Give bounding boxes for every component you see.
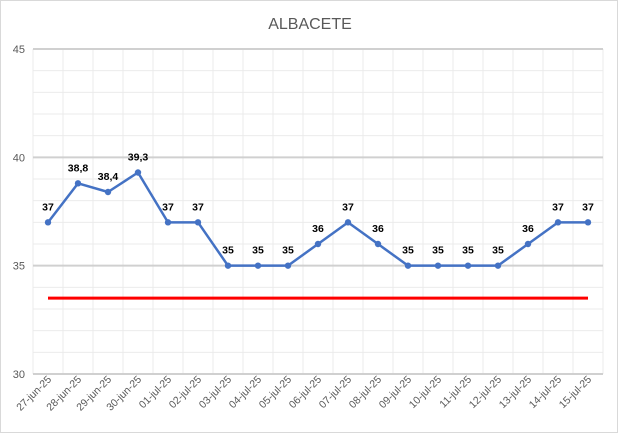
- series-temperature: [44, 169, 592, 269]
- y-tick-label: 45: [13, 44, 25, 56]
- data-labels: 37 38,8 38,4 39,3 37 37 35 35 35 36 37 36 35 35 35 35 36…: [42, 152, 594, 257]
- x-tick-label: 15-jul-25: [557, 374, 594, 411]
- data-point: [584, 219, 592, 226]
- data-label: 37: [192, 201, 204, 213]
- data-point: [554, 219, 562, 226]
- data-label: 37: [552, 201, 564, 213]
- data-point: [104, 188, 112, 196]
- data-label: 39,3: [128, 152, 149, 164]
- data-point: [434, 262, 442, 269]
- data-label: 35: [492, 245, 504, 257]
- data-label: 37: [42, 201, 54, 213]
- x-tick-label: 10-jul-25: [407, 374, 444, 411]
- data-label: 37: [582, 201, 594, 213]
- y-axis-ticks: 30 35 40 45: [13, 44, 25, 381]
- data-point: [284, 262, 292, 269]
- data-label: 35: [282, 245, 294, 257]
- series-line: [47, 171, 588, 267]
- data-label: 38,4: [98, 171, 119, 183]
- data-label: 37: [342, 201, 354, 213]
- x-axis-ticks: 27-jun-2528-jun-2529-jun-2530-jun-2501-j…: [14, 374, 594, 414]
- data-point: [494, 262, 502, 269]
- y-tick-label: 35: [13, 261, 25, 273]
- data-point: [254, 262, 262, 269]
- data-point: [374, 240, 382, 248]
- data-point: [194, 219, 202, 226]
- data-label: 35: [222, 245, 234, 257]
- data-point: [224, 262, 232, 269]
- data-point: [44, 219, 52, 226]
- grid: [32, 48, 604, 375]
- data-point: [344, 219, 352, 226]
- data-point: [134, 169, 142, 176]
- data-point: [524, 240, 532, 248]
- data-point: [164, 219, 172, 226]
- data-label: 35: [252, 245, 264, 257]
- data-label: 35: [462, 245, 474, 257]
- data-label: 36: [312, 223, 324, 235]
- y-tick-label: 30: [13, 369, 25, 381]
- data-label: 37: [162, 201, 174, 213]
- data-point: [404, 262, 412, 269]
- data-label: 35: [402, 245, 414, 257]
- data-point: [464, 262, 472, 269]
- data-point: [74, 180, 82, 187]
- data-label: 36: [372, 223, 384, 235]
- data-label: 36: [522, 223, 534, 235]
- series: [44, 169, 592, 300]
- data-point: [314, 240, 322, 248]
- y-tick-label: 40: [13, 152, 25, 164]
- data-label: 35: [432, 245, 444, 257]
- chart-title: ALBACETE: [268, 16, 352, 33]
- data-label: 38,8: [68, 162, 89, 174]
